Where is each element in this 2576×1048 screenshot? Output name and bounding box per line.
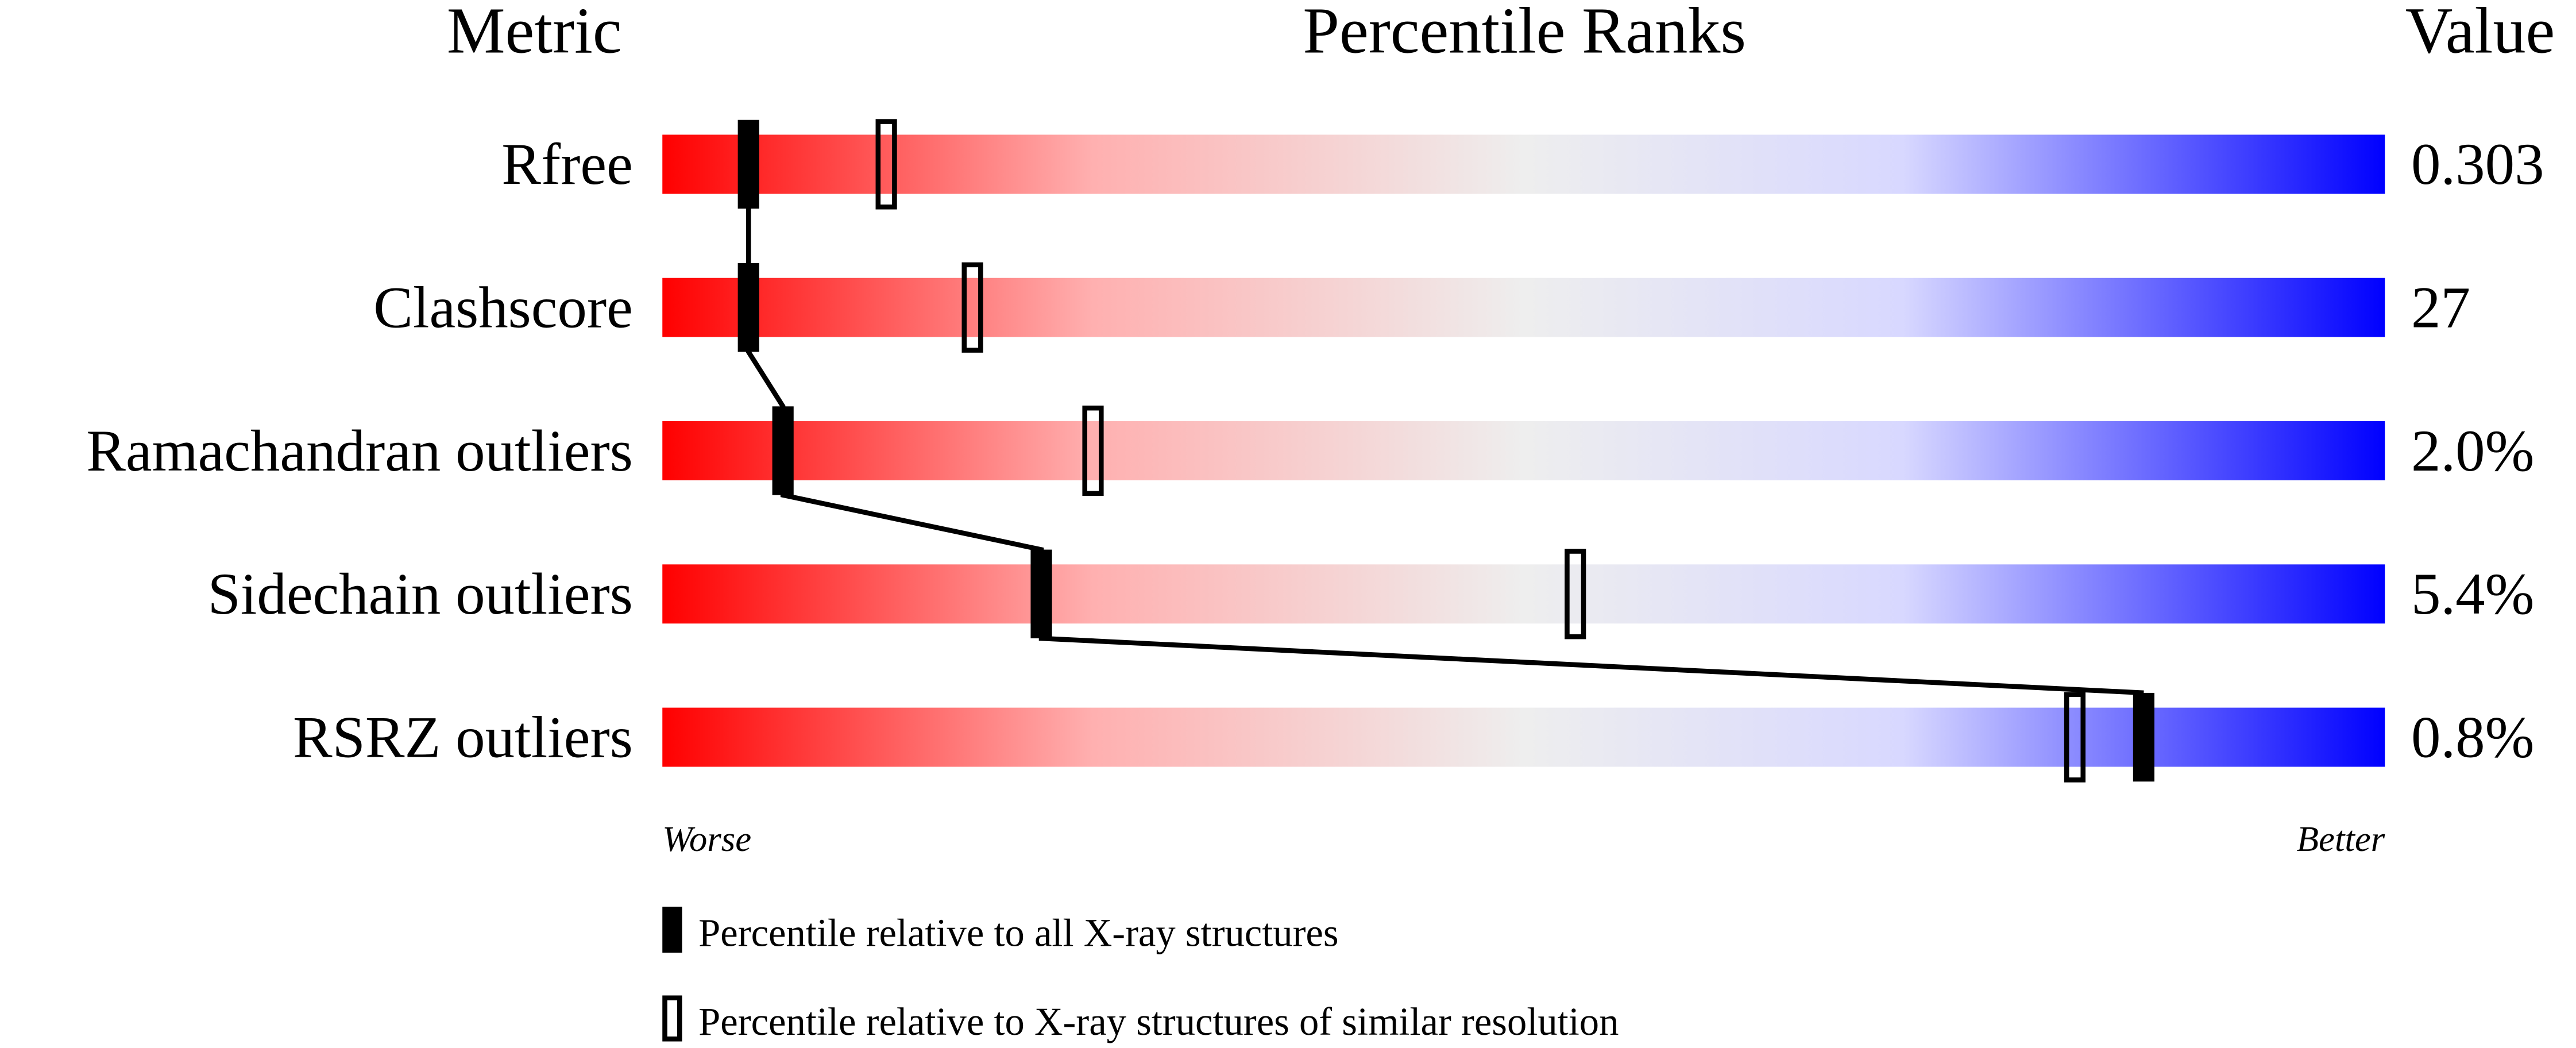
marker-all-structures bbox=[737, 120, 759, 209]
header-metric: Metric bbox=[447, 0, 622, 67]
legend-all-label: Percentile relative to all X-ray structu… bbox=[698, 911, 1338, 955]
marker-similar-resolution bbox=[1565, 549, 1586, 639]
metric-label: RSRZ outliers bbox=[293, 704, 633, 770]
percentile-bar bbox=[662, 564, 2385, 624]
legend-all-swatch bbox=[662, 907, 682, 953]
percentile-bar bbox=[662, 421, 2385, 480]
marker-all-structures bbox=[737, 263, 759, 352]
metric-value: 0.303 bbox=[2411, 132, 2544, 197]
metric-value: 0.8% bbox=[2411, 704, 2534, 770]
percentile-bar bbox=[662, 134, 2385, 194]
metric-value: 27 bbox=[2411, 275, 2470, 340]
header-value: Value bbox=[2405, 0, 2555, 67]
axis-better-label: Better bbox=[2297, 819, 2385, 859]
marker-similar-resolution bbox=[2064, 692, 2086, 783]
legend-similar-label: Percentile relative to X-ray structures … bbox=[698, 1000, 1619, 1043]
marker-similar-resolution bbox=[961, 262, 983, 353]
metric-label: Rfree bbox=[501, 132, 633, 197]
legend-similar-swatch bbox=[662, 995, 682, 1042]
percentile-bar bbox=[662, 278, 2385, 337]
marker-similar-resolution bbox=[875, 119, 897, 210]
marker-similar-resolution bbox=[1082, 405, 1104, 496]
header-percentile-ranks: Percentile Ranks bbox=[1303, 0, 1746, 67]
metric-label: Ramachandran outliers bbox=[86, 418, 633, 484]
metric-label: Sidechain outliers bbox=[208, 561, 633, 627]
percentile-bar bbox=[662, 707, 2385, 767]
metric-value: 2.0% bbox=[2411, 418, 2534, 484]
marker-all-structures bbox=[1030, 549, 1052, 638]
metric-value: 5.4% bbox=[2411, 561, 2534, 627]
axis-worse-label: Worse bbox=[662, 819, 751, 859]
marker-all-structures bbox=[2133, 692, 2154, 782]
metric-label: Clashscore bbox=[373, 275, 633, 340]
marker-all-structures bbox=[772, 406, 794, 495]
